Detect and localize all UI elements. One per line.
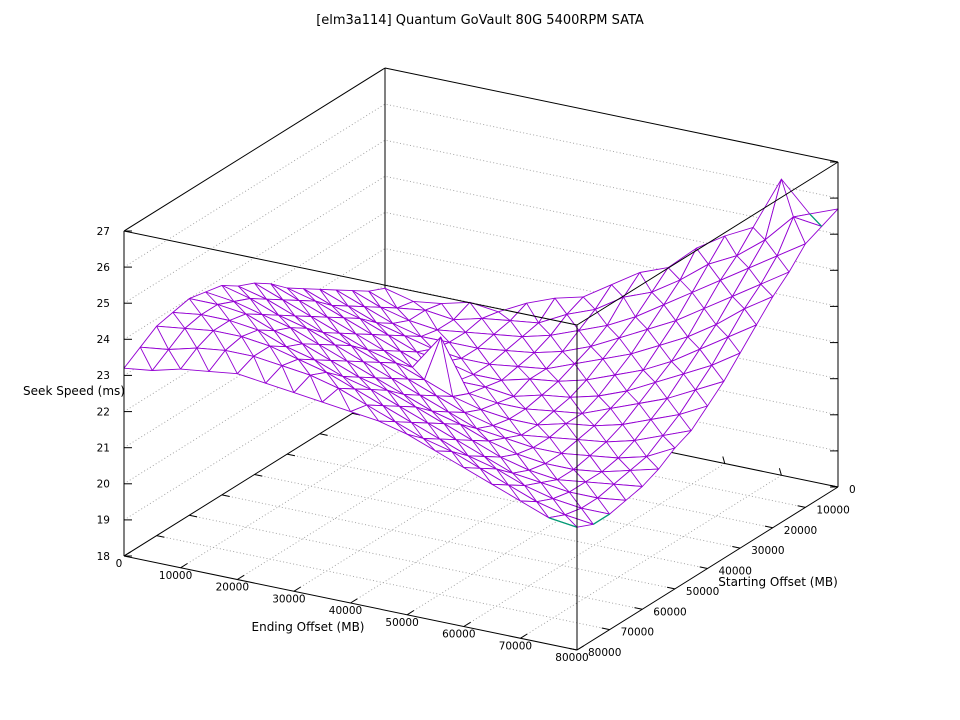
x-axis-title: Ending Offset (MB): [251, 620, 365, 634]
x-tick-label: 60000: [442, 629, 475, 641]
x-tick-label: 30000: [272, 593, 305, 605]
y-tick-label: 80000: [588, 647, 621, 659]
z-tick-label: 20: [97, 479, 110, 491]
x-tick-label: 80000: [555, 652, 588, 664]
y-axis-title: Starting Offset (MB): [718, 575, 838, 589]
z-tick-label: 25: [97, 298, 110, 310]
y-tick-label: 0: [849, 484, 856, 496]
x-tick-label: 40000: [329, 605, 362, 617]
y-tick-label: 40000: [719, 566, 752, 578]
y-tick-label: 10000: [816, 504, 849, 516]
z-tick-label: 27: [97, 226, 110, 238]
y-tick-label: 50000: [686, 586, 719, 598]
z-tick-label: 18: [97, 551, 110, 563]
z-tick-label: 26: [97, 262, 111, 274]
surface-mesh: [123, 178, 839, 528]
x-tick-label: 0: [116, 558, 123, 570]
x-tick-label: 20000: [216, 582, 249, 594]
axis-ticks: [123, 161, 839, 651]
x-tick-label: 50000: [385, 617, 418, 629]
z-axis-title: Seek Speed (ms): [23, 384, 125, 398]
surface-underside-segments: [548, 213, 823, 528]
plot-title: [elm3a114] Quantum GoVault 80G 5400RPM S…: [316, 13, 644, 28]
z-tick-label: 23: [97, 370, 110, 382]
z-tick-label: 24: [97, 334, 111, 346]
y-tick-label: 30000: [751, 545, 784, 557]
y-tick-label: 60000: [653, 606, 686, 618]
y-tick-label: 70000: [621, 627, 654, 639]
z-tick-label: 19: [97, 515, 110, 527]
y-tick-label: 20000: [784, 525, 817, 537]
z-tick-label: 21: [97, 443, 110, 455]
x-tick-label: 70000: [499, 640, 532, 652]
x-tick-label: 10000: [159, 570, 192, 582]
z-tick-label: 22: [97, 406, 110, 418]
axis-tick-labels: 0100002000030000400005000060000700008000…: [97, 226, 856, 664]
